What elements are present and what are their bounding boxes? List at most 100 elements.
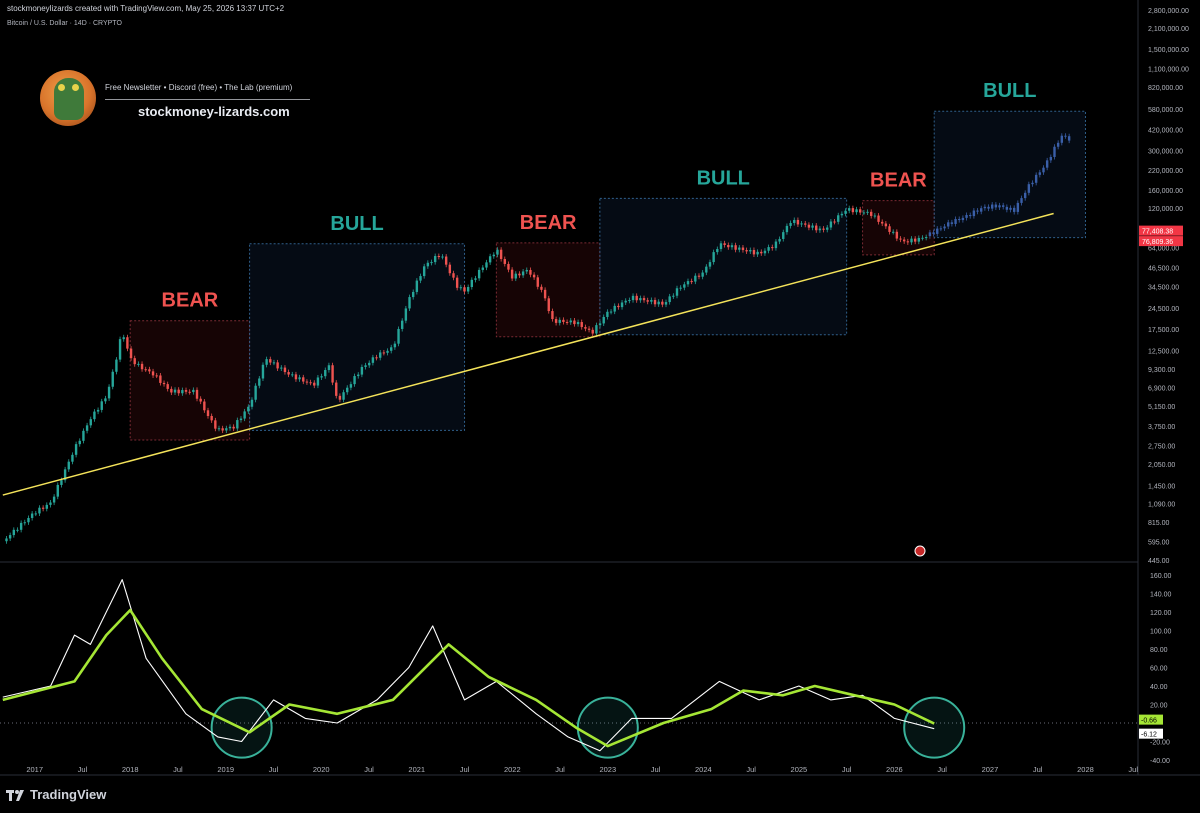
time-tick-label: Jul [460,765,470,774]
candle-body [203,401,206,411]
price-tick-label: 420,000.00 [1148,127,1183,134]
candle-body [492,254,496,257]
candle-body [448,264,452,274]
time-tick-label: Jul [842,765,852,774]
candle-body [991,204,994,209]
candle-body [752,250,756,255]
candle-body [965,215,968,218]
symbol-title[interactable]: Bitcoin / U.S. Dollar · 14D · CRYPTO [7,20,122,27]
candle-body [111,371,114,387]
price-tick-label: 2,100,000.00 [1148,26,1189,33]
candle-body [782,232,785,239]
candle-body [250,399,254,407]
candle-body [778,238,781,242]
candle-body [587,328,591,330]
trendline [2,212,1054,496]
candle-body [144,369,147,371]
candle-body [613,305,616,312]
candle-body [705,266,708,273]
time-tick-label: Jul [651,765,661,774]
signal-line [2,608,935,748]
candle-body [133,358,136,365]
lizard-avatar-icon [40,70,96,126]
candle-body [840,213,844,216]
candle-body [162,382,166,385]
candle-body [463,287,466,292]
candle-body [807,224,811,228]
candle-body [331,365,334,383]
candle-body [298,377,301,380]
candle-body [415,280,419,292]
oscillator-panel [0,579,1138,759]
candle-body [1009,207,1012,210]
candle-body [602,316,605,324]
time-tick-label: Jul [364,765,374,774]
candle-body [961,217,965,221]
candle-body [888,226,891,232]
price-tick-label: 17,500.00 [1148,327,1179,334]
candle-body [1012,207,1016,212]
event-marker-icon [914,545,926,557]
candle-body [206,410,210,416]
candle-body [496,249,499,255]
candle-body [184,390,188,392]
candle-body [104,398,107,402]
candle-body [771,247,774,249]
candle-body [107,386,111,399]
candle-body [939,228,943,230]
time-tick-label: 2027 [982,765,999,774]
last-price-tag [1139,236,1183,247]
candle-body [606,311,609,317]
price-tick-label: 9,300.00 [1148,367,1175,374]
bull-region-box [933,110,1086,239]
time-tick-label: 2020 [313,765,330,774]
candle-body [56,484,59,497]
candle-body [1049,156,1053,161]
candle-body [866,211,869,213]
price-tick-label: 34,500.00 [1148,284,1179,291]
candle-body [320,376,323,378]
candle-body [540,286,543,290]
candle-body [980,208,983,212]
price-tick-label: 12,500.00 [1148,348,1179,355]
candle-body [393,343,397,348]
candle-body [899,238,902,240]
candle-body [441,256,444,258]
candle-body [518,273,521,276]
candle-body [738,247,741,250]
candle-body [884,223,888,227]
candle-body [686,281,690,285]
price-tick-label: 595.00 [1148,540,1170,547]
candle-body [936,228,939,234]
tradingview-logo[interactable]: TradingView [6,787,106,802]
candle-body [833,221,836,223]
candle-body [690,281,693,283]
candle-body [921,237,924,239]
candle-body [1045,160,1049,168]
osc-value-tag [1139,728,1163,739]
price-tick-label: 815.00 [1148,520,1170,527]
oscillator-line [2,579,935,752]
candle-body [730,245,734,248]
price-tick-label: 24,500.00 [1148,306,1179,313]
candle-body [368,362,371,366]
candle-body [554,319,558,323]
candle-body [477,269,481,279]
osc-tick-label: 160.00 [1150,573,1172,580]
candle-body [932,232,935,234]
osc-tick-label: -40.00 [1150,758,1170,765]
time-tick-label: Jul [555,765,565,774]
site-link[interactable]: stockmoney-lizards.com [138,104,290,119]
candle-body [551,311,554,320]
candle-body [422,266,426,277]
candle-body [52,496,56,503]
candle-body [672,295,675,297]
candle-body [364,365,367,367]
candle-body [386,350,389,353]
bear-label: BEAR [520,212,577,234]
candle-body [851,208,855,213]
candle-body [338,395,342,400]
candle-body [631,295,635,301]
candle-body [1056,142,1060,147]
bull-label: BULL [697,167,750,189]
